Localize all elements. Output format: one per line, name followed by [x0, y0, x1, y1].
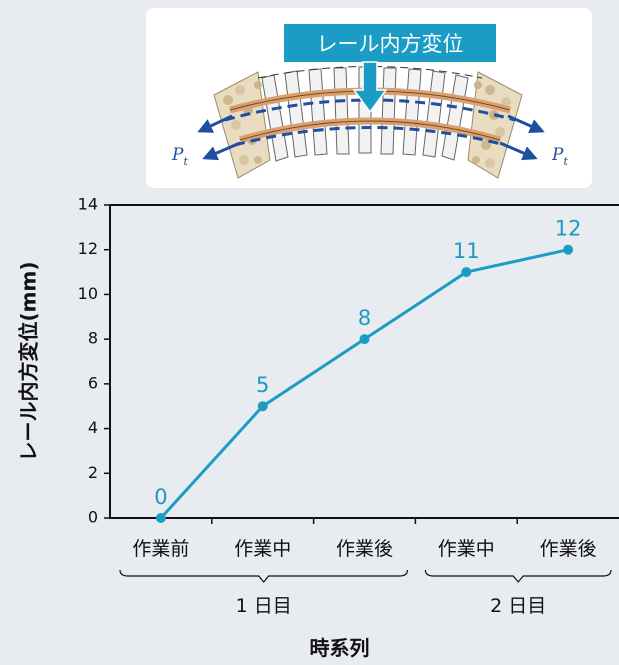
- ballast-right: [467, 71, 523, 179]
- y-axis-label: レール内方変位(mm): [17, 262, 41, 462]
- data-labels: 0 5 8 11 12: [154, 217, 581, 509]
- force-label-right: Pt: [551, 145, 568, 168]
- line-chart: レール内方変位(mm) 時系列 0 2 4 6 8 10 12 14 作業前 作業中 作業後 作業中…: [17, 195, 619, 660]
- category-groups: 1 日目 2 日目: [119, 569, 612, 617]
- data-label: 11: [453, 239, 480, 263]
- callout-label: レール内方変位: [317, 32, 464, 56]
- force-arrow-right-2: [499, 141, 538, 161]
- x-axis-label: 時系列: [310, 636, 370, 660]
- axis-frame: [109, 205, 619, 519]
- data-label: 0: [154, 485, 167, 509]
- data-point: [155, 513, 166, 523]
- series: [155, 244, 574, 523]
- group-label: 1 日目: [236, 595, 292, 617]
- series-line: [159, 248, 569, 520]
- x-tick-label: 作業後: [336, 538, 393, 560]
- data-point: [461, 267, 472, 278]
- data-point: [359, 334, 370, 345]
- callout-box: [284, 24, 496, 62]
- x-ticks: 作業前 作業中 作業後 作業中 作業後: [132, 518, 597, 560]
- data-point: [563, 244, 574, 255]
- x-tick-label: 作業後: [540, 538, 597, 560]
- track-inset: Pt Pt レール内方変位: [146, 8, 592, 188]
- data-point: [257, 401, 268, 412]
- y-tick-label: 2: [88, 463, 98, 482]
- y-tick-label: 0: [88, 508, 98, 527]
- x-tick-label: 作業中: [438, 538, 495, 560]
- data-label: 8: [358, 306, 371, 330]
- y-tick-label: 12: [78, 239, 98, 258]
- data-label: 5: [256, 373, 269, 397]
- group-brace: [119, 569, 408, 583]
- callout-arrow: [352, 61, 388, 114]
- force-arrow-right: [507, 114, 545, 134]
- group-brace: [424, 569, 612, 583]
- y-tick-label: 14: [78, 195, 98, 214]
- force-arrow-left-2: [202, 141, 241, 161]
- y-tick-label: 4: [88, 418, 98, 437]
- rail-original-outline: [257, 66, 483, 79]
- data-label: 12: [555, 217, 582, 241]
- y-tick-label: 10: [78, 284, 98, 303]
- force-label-left: Pt: [171, 145, 188, 168]
- x-tick-label: 作業前: [132, 538, 189, 560]
- x-tick-label: 作業中: [234, 538, 291, 560]
- group-label: 2 日目: [490, 595, 546, 617]
- force-arrow-left: [197, 114, 233, 133]
- y-tick-label: 8: [88, 329, 98, 348]
- axes: [109, 204, 619, 519]
- y-ticks: 0 2 4 6 8 10 12 14: [78, 195, 110, 527]
- y-tick-label: 6: [88, 373, 98, 392]
- rail-displaced-outer: [234, 126, 506, 147]
